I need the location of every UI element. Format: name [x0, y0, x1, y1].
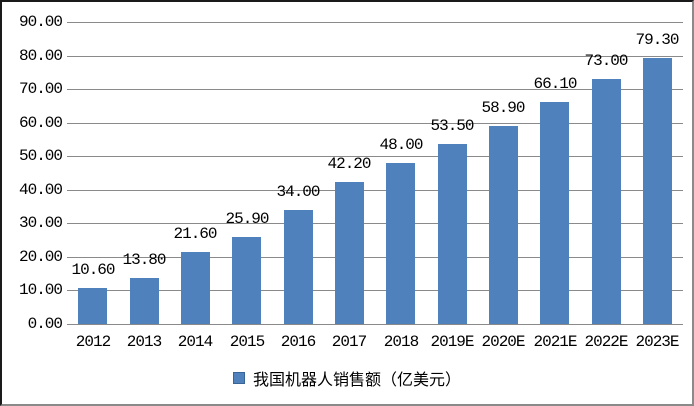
gridline: [67, 122, 683, 124]
bar: [386, 163, 415, 324]
x-axis-tick-label: 2014: [177, 333, 213, 351]
y-axis-tick-label: 10.00: [18, 281, 63, 300]
bar: [643, 58, 672, 324]
bar: [130, 278, 159, 324]
bar: [78, 288, 107, 324]
y-axis-tick-label: 0.00: [27, 315, 63, 333]
x-axis-tick-label: 2020E: [481, 333, 525, 351]
plot-area: [67, 22, 683, 325]
gridline: [67, 189, 683, 191]
gridline: [67, 256, 683, 258]
y-axis-tick-label: 50.00: [18, 147, 63, 166]
legend: 我国机器人销售额（亿美元）: [2, 366, 692, 390]
bar: [284, 210, 313, 324]
y-axis-tick-label: 30.00: [18, 214, 63, 233]
gridline: [67, 290, 683, 292]
bar-value-label: 25.90: [225, 210, 269, 228]
y-axis-tick-label: 70.00: [18, 80, 63, 99]
bar: [181, 252, 210, 324]
bar-value-label: 34.00: [276, 183, 320, 201]
bar-value-label: 58.90: [481, 99, 525, 117]
bar-value-label: 10.60: [71, 261, 115, 279]
y-axis-tick-label: 80.00: [18, 46, 63, 65]
gridline: [67, 223, 683, 225]
bar-value-label: 66.10: [533, 75, 577, 93]
x-axis-tick-label: 2013: [126, 333, 162, 351]
bar: [592, 79, 621, 324]
bar-value-label: 42.20: [327, 155, 371, 173]
x-axis-tick-label: 2019E: [430, 333, 474, 351]
bar: [489, 126, 518, 324]
x-axis-tick-label: 2023E: [635, 333, 679, 351]
bar: [438, 144, 467, 324]
legend-label: 我国机器人销售额（亿美元）: [252, 370, 461, 389]
bar: [232, 237, 261, 324]
gridline: [67, 89, 683, 91]
x-axis-tick-label: 2022E: [584, 333, 628, 351]
y-axis-tick-label: 90.00: [18, 13, 63, 31]
y-axis-tick-label: 60.00: [18, 113, 63, 132]
bar-value-label: 48.00: [379, 136, 423, 154]
gridline: [67, 324, 683, 325]
bar-value-label: 21.60: [173, 225, 217, 243]
bar: [540, 102, 569, 324]
x-axis-tick-label: 2015: [229, 333, 265, 351]
x-axis-tick-label: 2016: [280, 333, 316, 351]
x-axis-tick-label: 2018: [383, 333, 419, 351]
bar-value-label: 53.50: [430, 117, 474, 135]
y-axis-tick-label: 40.00: [18, 180, 63, 199]
x-axis-tick-label: 2021E: [533, 333, 577, 351]
x-axis-tick-label: 2017: [331, 333, 367, 351]
bar-value-label: 73.00: [584, 52, 628, 70]
bar: [335, 182, 364, 324]
bar-value-label: 13.80: [122, 251, 166, 269]
gridline: [67, 156, 683, 158]
gridline: [67, 55, 683, 57]
legend-color-swatch: [232, 372, 245, 384]
bar-value-label: 79.30: [635, 31, 679, 49]
y-axis-tick-label: 20.00: [18, 247, 63, 266]
gridline: [67, 22, 683, 23]
x-axis-tick-label: 2012: [75, 333, 111, 351]
